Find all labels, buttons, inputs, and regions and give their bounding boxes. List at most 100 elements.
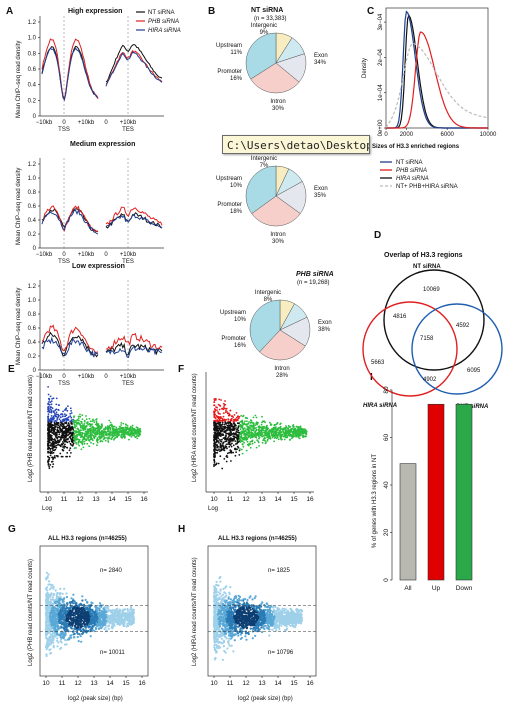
profile-tes-label: TES	[122, 127, 134, 133]
profile-ylabel-low: Mean ChIP–seq read density	[16, 288, 22, 365]
scatter-point	[104, 426, 107, 428]
legend-nt: NT siRNA	[148, 10, 175, 16]
scatter-point	[237, 422, 240, 425]
scatter-point	[78, 419, 80, 422]
scatter-point	[105, 433, 108, 436]
density-scatter-point	[65, 626, 68, 629]
scatter-point	[61, 413, 64, 416]
scatter-point	[232, 420, 235, 423]
scatter-point	[76, 418, 79, 421]
scatter-point	[79, 413, 81, 416]
density-scatter-point	[251, 637, 254, 640]
scatter-point	[77, 421, 80, 424]
scatter-point	[48, 457, 50, 459]
scatter-point	[48, 428, 51, 431]
scatter-point	[66, 438, 68, 441]
density-scatter-point	[81, 622, 84, 625]
scatter-point	[76, 427, 79, 430]
pie-label-upstream: Upstream	[216, 176, 242, 182]
scatter-point	[51, 419, 54, 421]
scatter-point	[61, 419, 64, 421]
profile-line-phb-tss	[41, 38, 99, 102]
scatter-point	[261, 441, 264, 444]
scatter-point	[50, 403, 53, 406]
density-scatter-point	[65, 606, 68, 609]
scatter-point	[289, 438, 291, 441]
scatter-point	[261, 415, 263, 418]
scatter-point	[108, 419, 111, 422]
scatter-point	[83, 442, 86, 445]
density-legend: NT siRNA PHB siRNA HIRA siRNA NT+ PHB+HI…	[380, 160, 458, 190]
scatter-point	[287, 433, 290, 435]
density-scatter-point	[91, 615, 94, 618]
scatter-point	[96, 424, 99, 427]
scatter-point	[225, 409, 227, 412]
scatter-point	[47, 415, 50, 418]
density-scatter-point	[87, 625, 90, 628]
pie-pct-intergenic: 7%	[260, 163, 269, 169]
density-scatter-point	[57, 641, 60, 644]
scatter-xtick-label: 12	[74, 680, 82, 687]
scatter-point	[225, 446, 228, 448]
scatter-point	[68, 449, 71, 452]
scatter-point	[215, 426, 217, 429]
density-scatter-point	[116, 609, 119, 612]
scatter-point	[48, 397, 50, 400]
scatter-point	[69, 407, 72, 410]
scatter-point	[295, 429, 297, 432]
pie-slice	[249, 299, 281, 353]
density-scatter-point	[80, 612, 83, 615]
scatter-xtick-label: 13	[90, 680, 98, 687]
scatter-xtick-label: 12	[76, 496, 84, 503]
scatter-point	[292, 425, 294, 428]
scatter-point	[253, 441, 256, 444]
scatter-point	[228, 432, 230, 435]
density-scatter-point	[63, 587, 66, 590]
scatter-point	[76, 422, 79, 425]
scatter-point	[57, 424, 60, 427]
scatter-point	[226, 452, 229, 455]
scatter-point	[48, 401, 50, 403]
panel-e-scatter: Log2 (PHB read counts/NT read counts) 10…	[28, 372, 148, 512]
scatter-point	[128, 428, 131, 430]
density-scatter-point	[49, 652, 52, 655]
scatter-point	[258, 445, 260, 447]
scatter-point	[137, 434, 140, 437]
scatter-point	[73, 426, 76, 429]
scatter-point	[217, 440, 220, 443]
profile-tes-label: TES	[122, 381, 134, 387]
density-scatter-point	[48, 623, 51, 627]
scatter-point	[78, 434, 80, 436]
scatter-point	[126, 433, 128, 435]
profile-ytick-label: 0.6	[28, 326, 37, 332]
scatter-xtick-label: 11	[227, 496, 234, 503]
scatter-point	[242, 427, 244, 430]
scatter-point	[234, 443, 237, 445]
scatter-point	[108, 435, 111, 437]
profile-line-hira-tss	[41, 47, 99, 102]
scatter-point	[249, 446, 252, 449]
density-scatter-point	[76, 613, 79, 616]
scatter-point	[47, 446, 50, 449]
venn-nt-only: 10069	[423, 287, 440, 293]
scatter-point	[265, 428, 268, 431]
density-scatter-point	[103, 608, 106, 612]
scatter-point	[82, 429, 85, 432]
scatter-point	[65, 414, 68, 417]
density-scatter-point	[100, 627, 103, 630]
profile-ytick-label: 0.2	[28, 232, 37, 238]
density-scatter-point	[56, 617, 59, 620]
density-scatter-point	[111, 623, 114, 627]
profile-ytick-label: 0.8	[28, 51, 37, 57]
scatter-point	[255, 416, 258, 419]
scatter-point	[267, 427, 269, 429]
scatter-point	[56, 433, 58, 436]
scatter-point	[250, 428, 252, 431]
profile-ytick-label: 1.0	[28, 298, 37, 304]
scatter-point	[237, 417, 240, 420]
scatter-point	[276, 422, 279, 424]
scatter-point	[224, 426, 227, 428]
pie1-title: NT siRNA	[251, 7, 283, 14]
scatter-point	[100, 426, 103, 429]
scatter-point	[99, 437, 101, 440]
